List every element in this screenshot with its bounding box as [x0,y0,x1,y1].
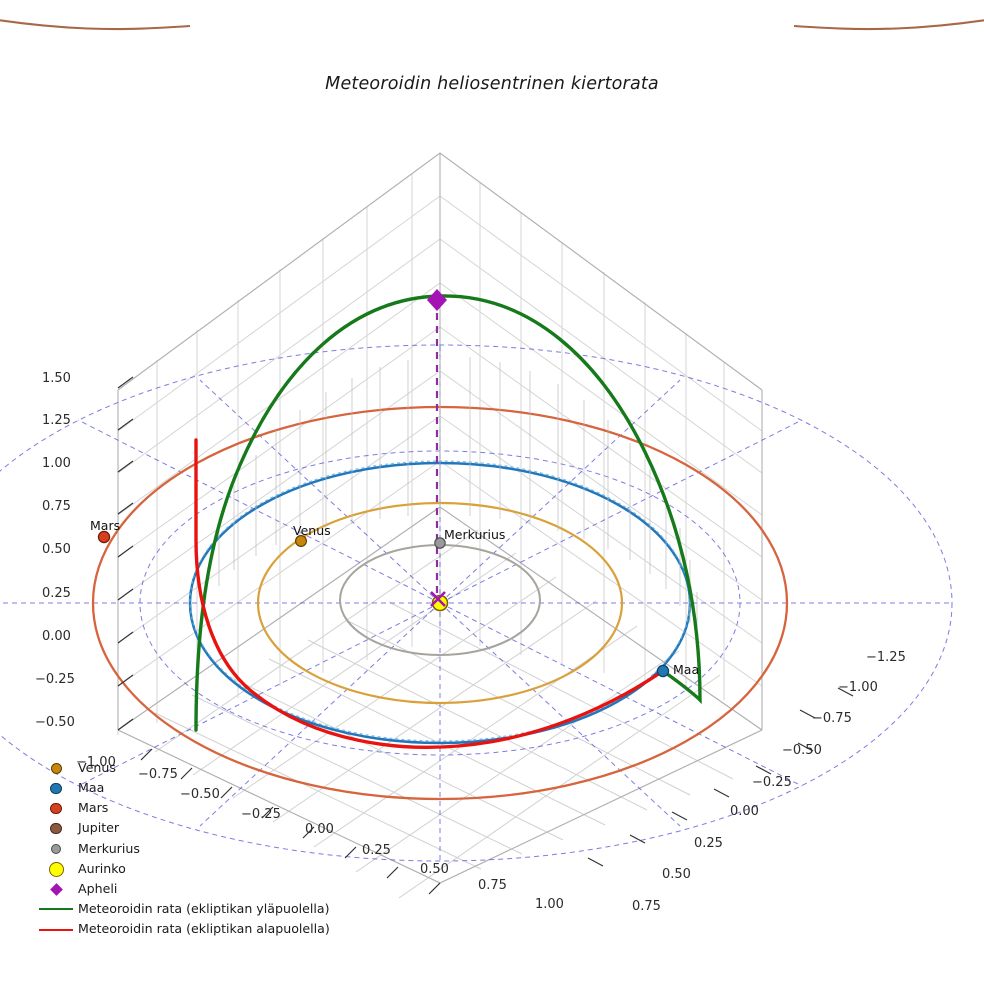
meteoroid-orbit-below-ecliptic [194,438,665,749]
orbit-jupiter [0,19,984,31]
apheli-marker-icon [34,882,78,896]
z-tick-2: 0.00 [42,629,71,644]
x-tick-5: 0.25 [362,843,391,858]
y-tick-1: −1.00 [838,680,878,695]
marker-merkurius [434,537,446,549]
legend-item-mars[interactable]: Mars [34,798,364,818]
z-tick-8: 1.50 [42,371,71,386]
z-tick-4: 0.50 [42,542,71,557]
pane-right-grid [439,152,763,731]
marker-venus [295,535,307,547]
meteoroid-above-line-icon [34,908,78,911]
legend-label-meteoroid-above: Meteoroidin rata (ekliptikan yläpuolella… [78,901,330,917]
jupiter-marker-icon [34,822,78,835]
x-tick-3: −0.25 [241,807,281,822]
x-tick-4: 0.00 [305,822,334,837]
maa-label: Maa [673,662,700,677]
axes-panes [117,152,763,899]
legend-item-meteoroid-above[interactable]: Meteoroidin rata (ekliptikan yläpuolella… [34,899,364,919]
z-tick-3: 0.25 [42,586,71,601]
y-tick-4: −0.25 [752,775,792,790]
legend-label-apheli: Apheli [78,880,118,896]
legend-label-jupiter: Jupiter [78,820,120,836]
mars-label: Mars [90,518,121,533]
merkurius-marker-icon [34,843,78,855]
y-tick-8: 0.75 [632,899,661,914]
marker-apheli-projection [430,591,446,607]
planet-markers [97,289,670,678]
y-tick-0: −1.25 [866,650,906,665]
z-tick-0: −0.50 [35,715,75,730]
legend-label-aurinko: Aurinko [78,860,126,876]
x-tick-0: −1.00 [76,755,116,770]
venus-marker-icon [34,762,78,774]
legend-item-meteoroid-below[interactable]: Meteoroidin rata (ekliptikan alapuolella… [34,920,364,940]
z-tick-1: −0.25 [35,672,75,687]
legend-label-mars: Mars [78,800,109,816]
marker-mars [97,530,111,544]
legend-item-jupiter[interactable]: Jupiter [34,819,364,839]
legend-label-merkurius: Merkurius [78,840,140,856]
y-tick-7: 0.50 [662,867,691,882]
legend-item-venus[interactable]: Venus [34,758,364,778]
legend-label-meteoroid-below: Meteoroidin rata (ekliptikan alapuolella… [78,921,330,937]
page-title: Meteoroidin heliosentrinen kiertorata [325,74,659,94]
meteoroid-droplines [218,356,698,640]
maa-marker-icon [34,782,78,795]
y-tick-5: 0.00 [730,804,759,819]
venus-label: Venus [293,523,331,538]
legend-item-maa[interactable]: Maa [34,778,364,798]
axis-ticks [117,376,854,895]
marker-apheli [427,289,447,311]
marker-maa [656,664,670,678]
y-tick-2: −0.75 [812,711,852,726]
meteoroid-below-line-icon [34,928,78,931]
legend-item-merkurius[interactable]: Merkurius [34,839,364,859]
mars-marker-icon [34,802,78,815]
x-tick-6: 0.50 [420,862,449,877]
legend-item-aurinko[interactable]: Aurinko [34,859,364,879]
legend-item-apheli[interactable]: Apheli [34,879,364,899]
meteoroid-orbit-above-ecliptic [194,294,702,732]
z-tick-7: 1.25 [42,413,71,428]
x-tick-1: −0.75 [138,767,178,782]
z-tick-6: 1.00 [42,456,71,471]
legend-label-maa: Maa [78,779,105,795]
legend-label-venus: Venus [78,759,116,775]
z-tick-5: 0.75 [42,499,71,514]
y-tick-6: 0.25 [694,836,723,851]
x-tick-8: 1.00 [535,897,564,912]
legend: Venus Maa Mars Jupiter Merkurius [34,758,364,940]
x-tick-7: 0.75 [478,878,507,893]
merkurius-label: Merkurius [444,527,506,542]
aurinko-marker-icon [34,861,78,877]
y-tick-3: −0.50 [782,743,822,758]
x-tick-2: −0.50 [180,787,220,802]
